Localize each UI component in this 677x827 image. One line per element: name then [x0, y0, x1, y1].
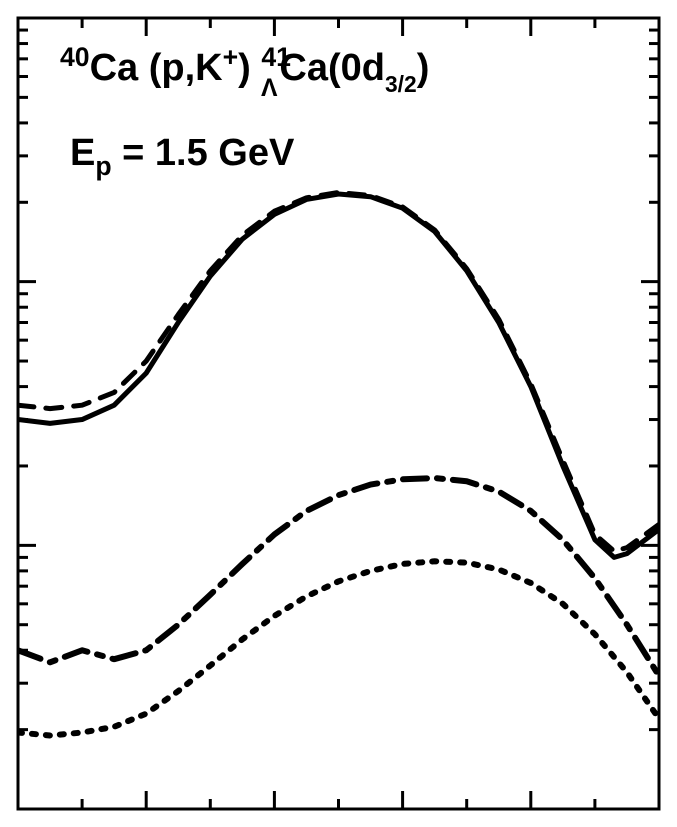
- physics-chart: 40Ca (p,K+) 41ΛCa(0d3/2)Ep = 1.5 GeV: [0, 0, 677, 827]
